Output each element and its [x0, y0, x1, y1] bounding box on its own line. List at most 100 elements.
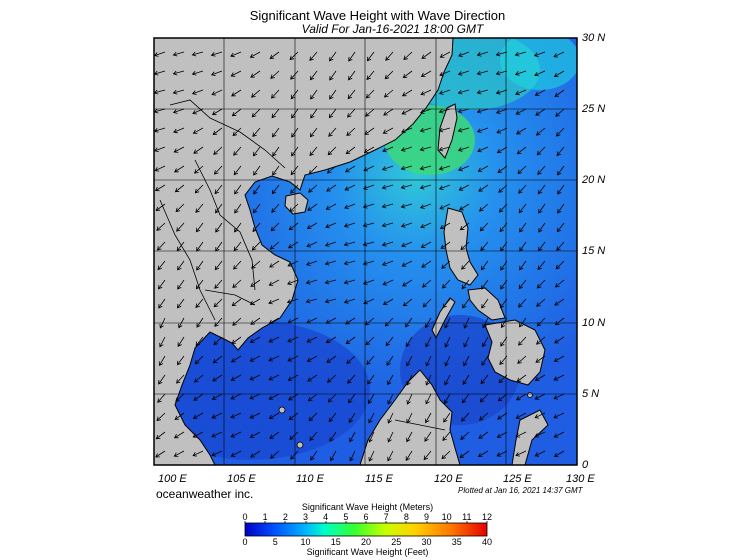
wave-arrow — [362, 184, 375, 190]
wave-arrow — [482, 336, 489, 348]
wave-arrow — [193, 146, 204, 154]
wave-arrow — [214, 184, 223, 195]
wave-arrow — [329, 89, 337, 100]
wave-arrow — [348, 393, 356, 404]
wave-arrow — [192, 127, 204, 134]
wave-arrow — [477, 165, 489, 172]
wave-arrow — [234, 184, 242, 195]
wave-arrow — [387, 393, 394, 405]
wave-arrow — [419, 165, 432, 171]
wave-arrow — [268, 374, 280, 381]
wave-arrow — [232, 127, 242, 137]
wave-arrow — [156, 412, 166, 422]
colorbar-meters-title: Significant Wave Height (Meters) — [301, 502, 434, 512]
wave-arrow — [191, 70, 204, 76]
wave-arrow — [459, 203, 470, 211]
wave-arrow — [250, 450, 261, 458]
wave-arrow — [537, 165, 546, 175]
wave-arrow — [444, 336, 451, 348]
wave-arrow — [496, 431, 508, 438]
wave-arrow — [553, 450, 565, 457]
wave-arrow — [175, 203, 185, 213]
wave-arrow — [461, 260, 470, 270]
wave-arrow — [210, 51, 223, 57]
wave-arrow — [444, 374, 451, 386]
wave-arrow — [387, 412, 394, 424]
wave-arrow — [177, 260, 185, 271]
wave-arrow — [381, 184, 394, 190]
wave-arrow — [230, 393, 242, 400]
wave-arrow — [194, 165, 204, 174]
wave-arrow — [458, 184, 470, 191]
wave-arrow — [476, 108, 489, 114]
wave-arrow — [234, 222, 242, 233]
lat-label-15n: 15 N — [582, 245, 606, 257]
wave-arrow — [498, 374, 508, 384]
wave-arrow — [230, 431, 242, 438]
wave-arrow — [211, 431, 223, 438]
wave-arrow — [557, 203, 565, 214]
wave-arrow — [442, 431, 451, 441]
wave-arrow — [400, 165, 413, 171]
lon-label-110e: 110 E — [296, 473, 324, 485]
wave-arrow — [329, 70, 337, 81]
wave-arrow — [173, 431, 185, 439]
wave-arrow — [230, 355, 242, 363]
wave-arrow — [192, 412, 204, 419]
wave-arrow — [406, 355, 413, 367]
wave-arrow — [381, 165, 394, 171]
wave-arrow — [405, 450, 413, 461]
wave-arrow — [457, 146, 470, 152]
wave-arrow — [381, 241, 394, 247]
wave-arrow — [461, 279, 470, 290]
wave-arrow — [480, 241, 489, 251]
wave-arrow — [346, 355, 356, 364]
wave-arrow — [230, 51, 242, 58]
wave-arrow — [309, 51, 318, 61]
wave-arrow — [288, 393, 299, 401]
wave-arrow — [553, 393, 565, 400]
wave-arrow — [268, 355, 280, 362]
wave-arrow — [368, 412, 375, 424]
wave-arrow — [347, 108, 356, 118]
wave-arrow — [515, 431, 527, 438]
wave-arrow — [326, 165, 337, 174]
wave-arrow — [439, 203, 451, 210]
wave-arrow — [425, 336, 432, 348]
wave-arrow — [420, 222, 432, 229]
wave-arrow — [420, 89, 432, 96]
wave-arrow — [536, 336, 546, 345]
wave-arrow — [249, 431, 261, 438]
sulawesi-island — [511, 409, 549, 465]
wave-arrow — [212, 355, 223, 364]
wave-arrow — [289, 431, 299, 440]
wave-arrow — [305, 260, 318, 266]
wave-arrow — [211, 450, 223, 457]
wave-arrow — [406, 431, 413, 443]
wave-arrow — [420, 241, 432, 248]
wave-arrow — [423, 450, 432, 461]
wave-arrow — [554, 336, 565, 344]
wave-arrow — [327, 374, 337, 383]
wave-arrow — [306, 355, 318, 362]
wave-arrow — [557, 184, 565, 195]
wave-arrow — [363, 146, 375, 153]
wave-arrow — [213, 146, 223, 155]
wave-arrow — [438, 108, 451, 114]
wave-arrow — [344, 184, 356, 191]
wave-arrow — [553, 374, 565, 381]
wave-arrow — [498, 184, 508, 193]
wave-arrow — [518, 184, 527, 194]
wave-arrow — [215, 203, 223, 214]
wave-arrow — [195, 222, 204, 233]
meters-tick-2: 2 — [282, 512, 288, 522]
wave-arrow — [556, 222, 565, 233]
wave-arrow — [195, 298, 204, 309]
wave-arrow — [251, 241, 261, 251]
wave-arrow — [287, 336, 299, 343]
wave-arrow — [535, 108, 546, 116]
wave-arrow — [154, 184, 166, 192]
wave-arrow — [309, 127, 318, 138]
wave-arrow — [344, 165, 356, 173]
wave-arrow — [422, 279, 432, 288]
